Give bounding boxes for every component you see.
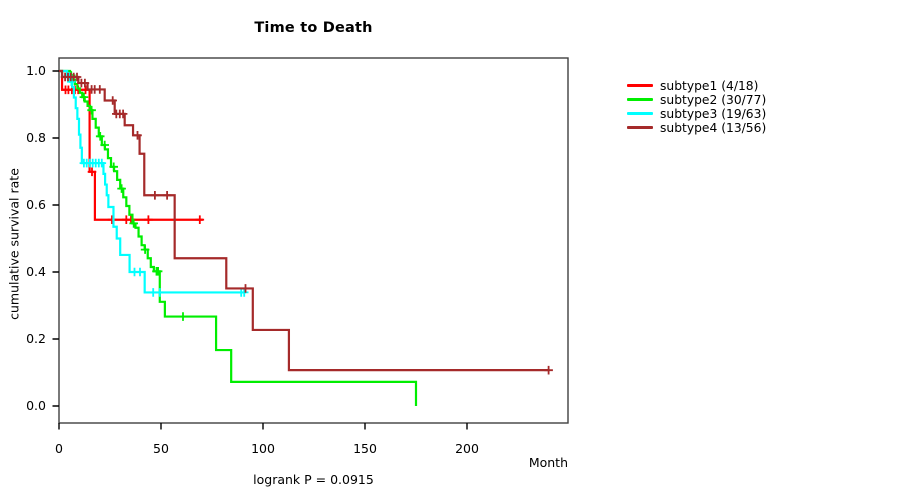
x-tick-label: 100 <box>251 441 275 456</box>
legend-label-subtype1: subtype1 (4/18) <box>660 79 759 93</box>
legend-line-subtype4 <box>627 126 653 129</box>
legend: subtype1 (4/18) subtype2 (30/77) subtype3 … <box>627 79 827 139</box>
x-axis-ticks <box>58 423 468 430</box>
legend-label-subtype3: subtype3 (19/63) <box>660 107 767 121</box>
y-tick-label: 0.8 <box>26 130 46 145</box>
x-tick-label: 50 <box>153 441 169 456</box>
curve-subtype2 <box>59 69 418 406</box>
y-tick-label: 0.0 <box>26 398 46 413</box>
legend-item-subtype1: subtype1 (4/18) <box>627 79 827 93</box>
chart-title: Time to Death <box>254 20 373 36</box>
legend-line-subtype3 <box>627 112 653 115</box>
legend-label-subtype2: subtype2 (30/77) <box>660 93 767 107</box>
y-axis-label: cumulative survival rate <box>6 168 22 320</box>
x-tick-label: 200 <box>455 441 479 456</box>
censor-marks-subtype3 <box>63 72 249 297</box>
y-axis-ticks <box>52 70 59 407</box>
legend-line-subtype2 <box>627 98 653 101</box>
legend-label-subtype4: subtype4 (13/56) <box>660 121 767 135</box>
y-tick-label: 0.2 <box>26 331 46 346</box>
censor-marks-subtype1 <box>61 85 205 224</box>
x-axis-label: Month <box>528 455 568 470</box>
y-tick-label: 0.4 <box>26 264 46 279</box>
y-tick-label: 0.6 <box>26 197 46 212</box>
legend-item-subtype4: subtype4 (13/56) <box>627 121 827 135</box>
x-tick-label: 150 <box>353 441 377 456</box>
legend-line-subtype1 <box>627 84 653 87</box>
legend-item-subtype3: subtype3 (19/63) <box>627 107 827 121</box>
y-tick-label: 1.0 <box>26 63 46 78</box>
plot-box <box>58 57 569 424</box>
legend-item-subtype2: subtype2 (30/77) <box>627 93 827 107</box>
subtitle-logrank: logrank P = 0.0915 <box>253 472 374 487</box>
x-tick-label: 0 <box>55 441 63 456</box>
censor-marks-subtype4 <box>60 72 553 375</box>
